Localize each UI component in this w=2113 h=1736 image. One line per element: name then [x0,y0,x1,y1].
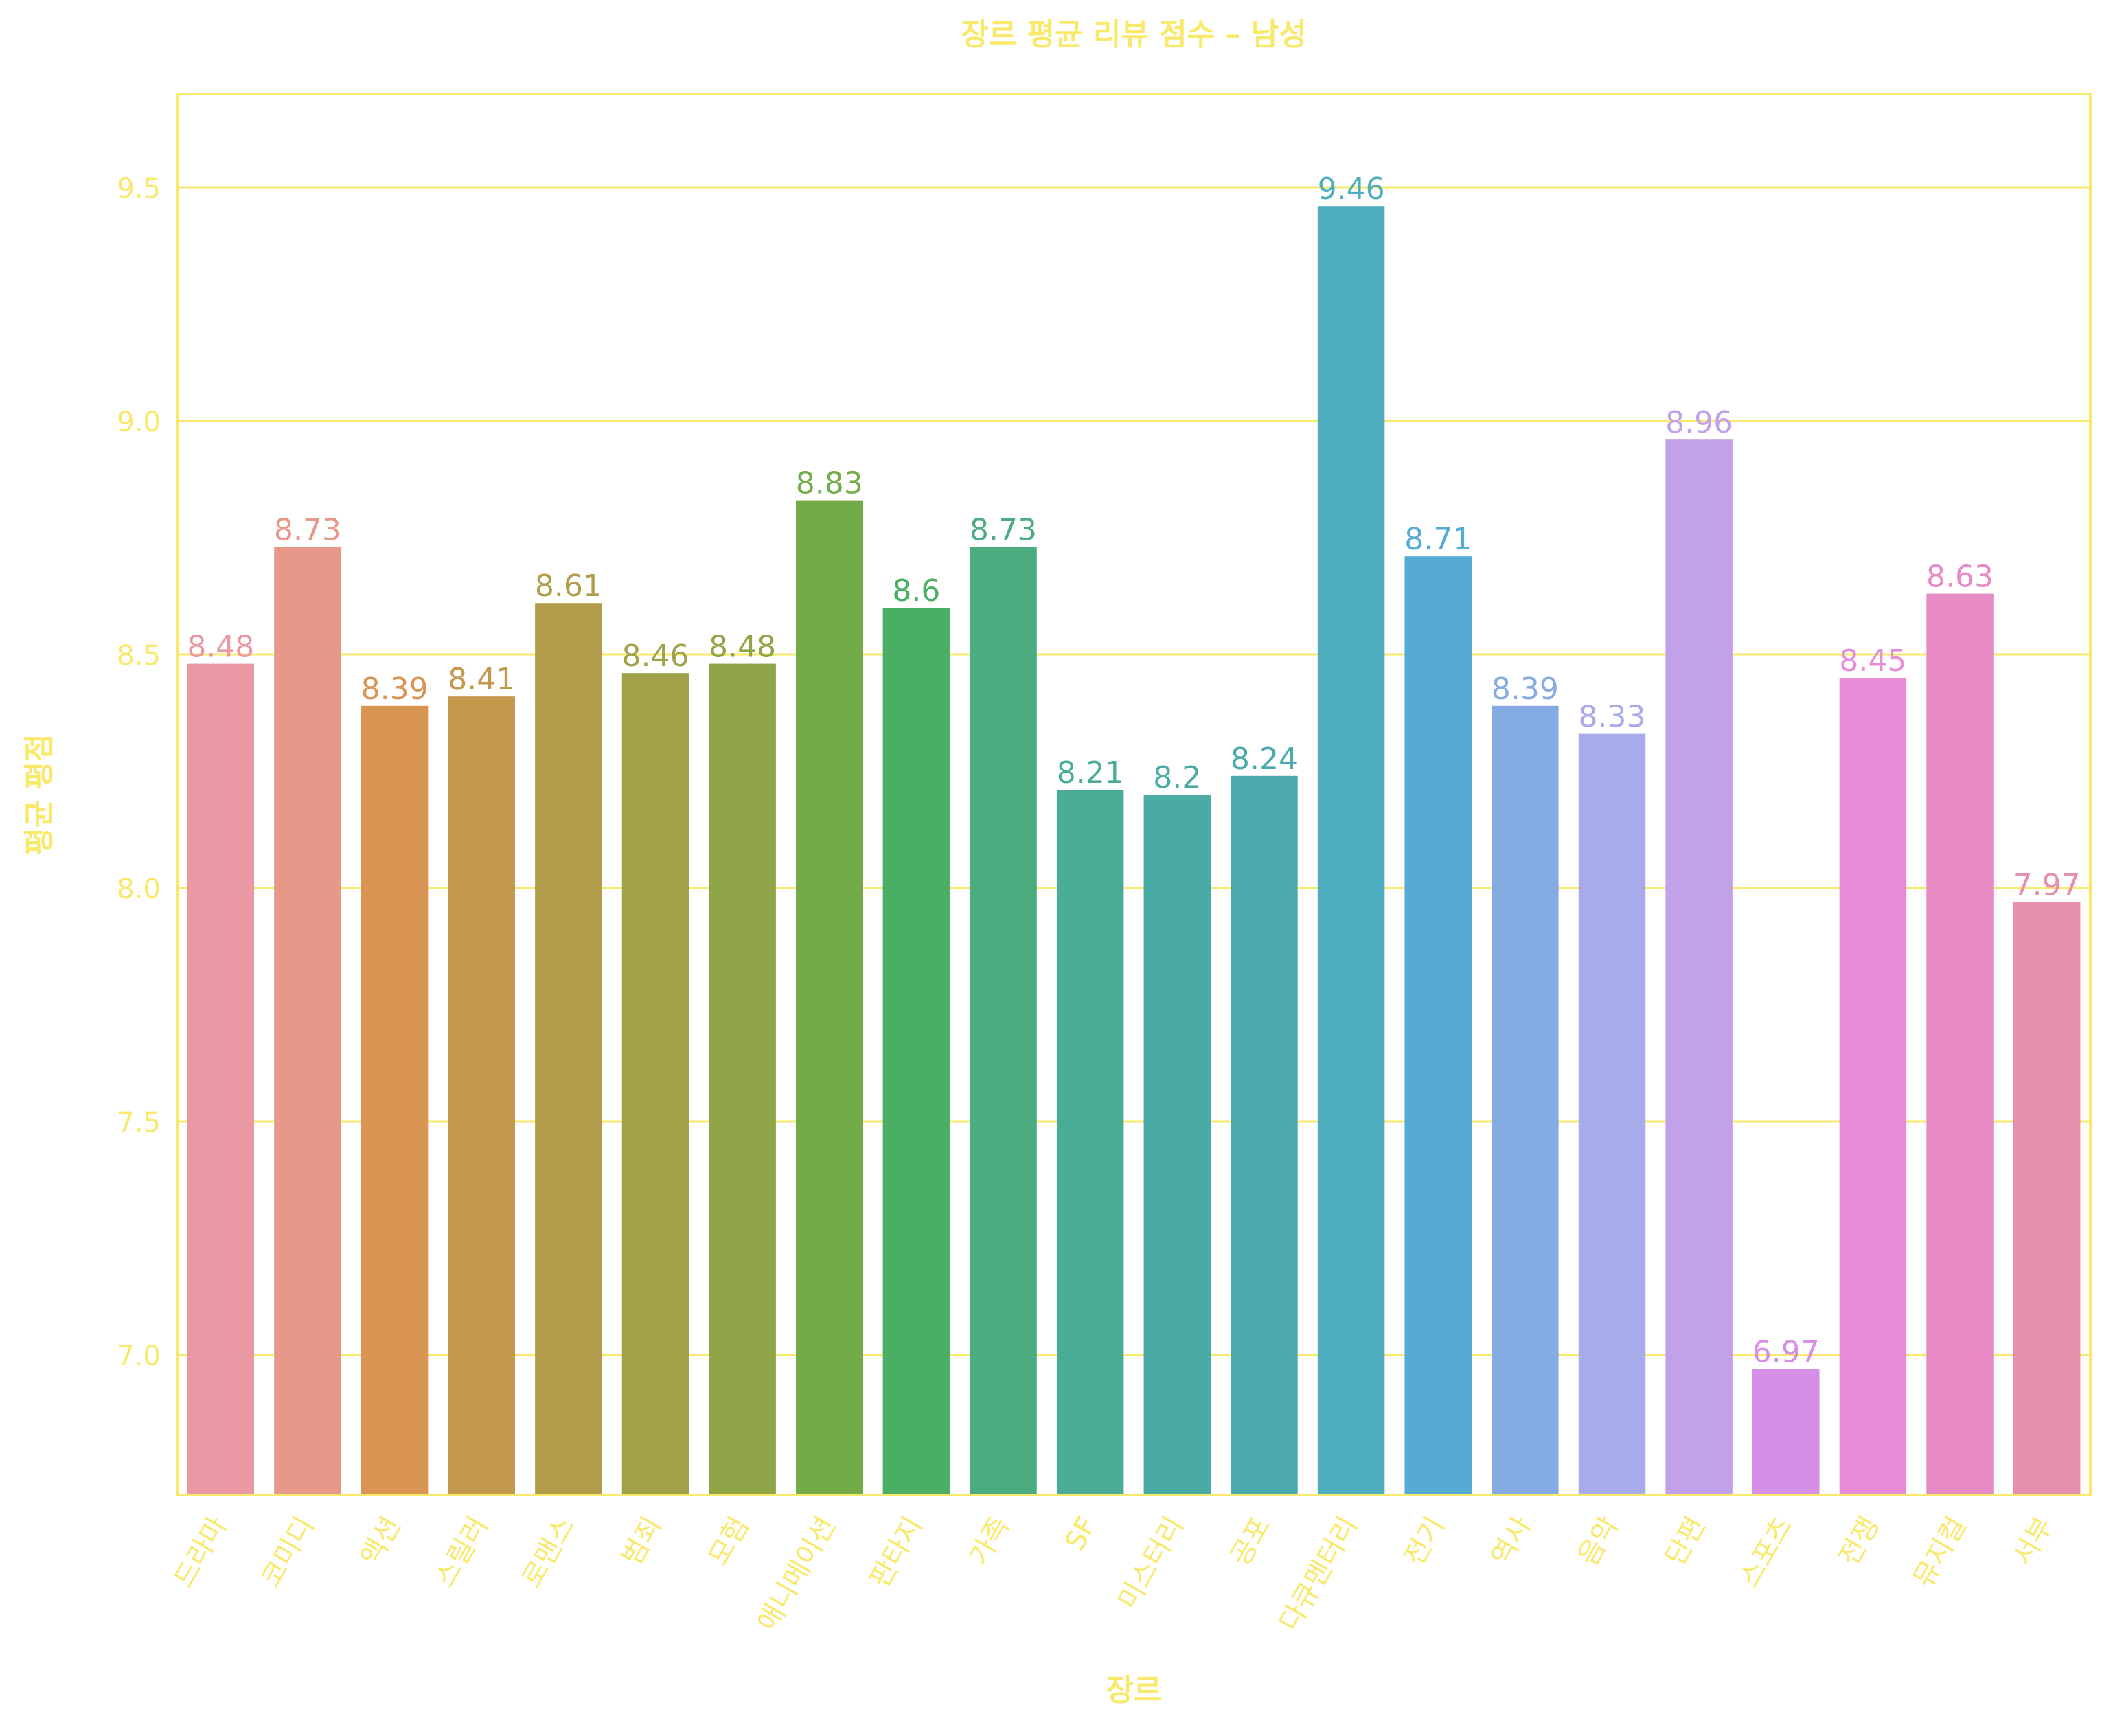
x-tick-label: 뮤지컬 [1908,1511,1973,1593]
x-tick-label: 범죄 [616,1511,669,1571]
y-tick-label: 8.0 [117,873,161,905]
bar [1926,593,1994,1495]
bar-value-label: 8.83 [796,466,863,501]
x-tick-label: 스포츠 [1733,1511,1798,1593]
x-tick-label: 로맨스 [516,1511,581,1593]
bars [187,206,2081,1496]
bar-value-label: 8.73 [274,513,341,548]
bar-value-label: 8.6 [892,573,940,608]
bar [1056,790,1124,1495]
x-tick-label: 역사 [1485,1511,1538,1571]
x-tick-label: 애니메이션 [752,1511,843,1636]
bar-value-label: 8.21 [1057,755,1124,790]
x-tick-label: 액션 [355,1511,408,1571]
y-tick-label: 9.5 [117,173,161,205]
x-tick-label: 다큐멘터리 [1273,1511,1364,1636]
bar-value-label: 8.96 [1665,405,1733,440]
x-tick-label: 모험 [703,1511,755,1571]
bar [796,500,863,1495]
bar-value-label: 8.63 [1926,560,1994,595]
x-tick-label: 공포 [1224,1511,1277,1571]
bar [361,705,429,1495]
bar-value-label: 8.2 [1153,760,1201,795]
bar-value-label: 8.39 [1492,672,1559,707]
bar [1578,733,1646,1495]
y-tick-labels: 7.0 7.5 8.0 8.5 9.0 9.5 [117,173,161,1372]
x-tick-label: 미스터리 [1112,1511,1190,1614]
y-tick-label: 7.0 [117,1340,161,1372]
x-tick-label: 코미디 [255,1511,321,1593]
bar [274,547,341,1495]
bar [1143,795,1211,1495]
x-tick-label: 스릴러 [429,1511,494,1593]
x-tick-label: SF [1059,1511,1103,1556]
x-tick-label: 전기 [1398,1511,1451,1571]
bar [1492,705,1559,1495]
bar [1839,678,1907,1495]
bar-value-label: 8.48 [187,630,254,665]
x-tick-label: 드라마 [168,1511,233,1593]
bar [1665,439,1733,1496]
x-axis-label: 장르 [1106,1673,1162,1708]
bar [448,696,515,1496]
bar-value-label: 6.97 [1752,1334,1820,1369]
x-tick-label: 판타지 [864,1511,929,1593]
bar-value-labels: 8.48 8.73 8.39 8.41 8.61 8.46 8.48 8.83 8.6 8.73 8… [187,172,2080,1369]
bar [621,673,689,1496]
bar-value-label: 8.71 [1404,522,1472,557]
bar [1404,556,1472,1496]
bar [2013,902,2081,1495]
x-tick-label: 전쟁 [1833,1511,1886,1571]
bar-value-label: 8.41 [448,662,515,697]
bar-value-label: 8.61 [535,569,602,604]
y-axis-label: 평균 평점 [22,733,57,855]
x-tick-label: 서부 [2007,1511,2060,1571]
bar-value-label: 8.73 [970,513,1037,548]
bar-value-label: 8.46 [622,639,689,674]
bar-value-label: 8.45 [1839,643,1906,678]
x-tick-label: 가족 [963,1511,1016,1571]
x-tick-label: 단편 [1659,1511,1712,1571]
bar [535,603,602,1496]
bar-value-label: 8.48 [709,630,776,665]
bar [1317,206,1385,1496]
bar [882,608,950,1495]
bar-value-label: 8.39 [361,672,429,707]
bar [1752,1369,1820,1495]
bar [970,547,1037,1495]
plot-frame [176,93,2092,1496]
y-tick-label: 7.5 [117,1107,161,1139]
x-tick-label: 음악 [1573,1511,1625,1571]
bar [1231,775,1298,1495]
y-tick-label: 8.5 [117,640,161,672]
bar-value-label: 9.46 [1318,172,1385,207]
bar-value-label: 8.33 [1579,700,1646,735]
bar-value-label: 7.97 [2013,867,2081,902]
bar [709,663,776,1495]
y-tick-label: 9.0 [117,407,161,438]
bar-value-label: 8.24 [1231,742,1298,777]
chart-title: 장르 평균 리뷰 점수 – 남성 [961,17,1306,52]
bar [187,663,255,1495]
